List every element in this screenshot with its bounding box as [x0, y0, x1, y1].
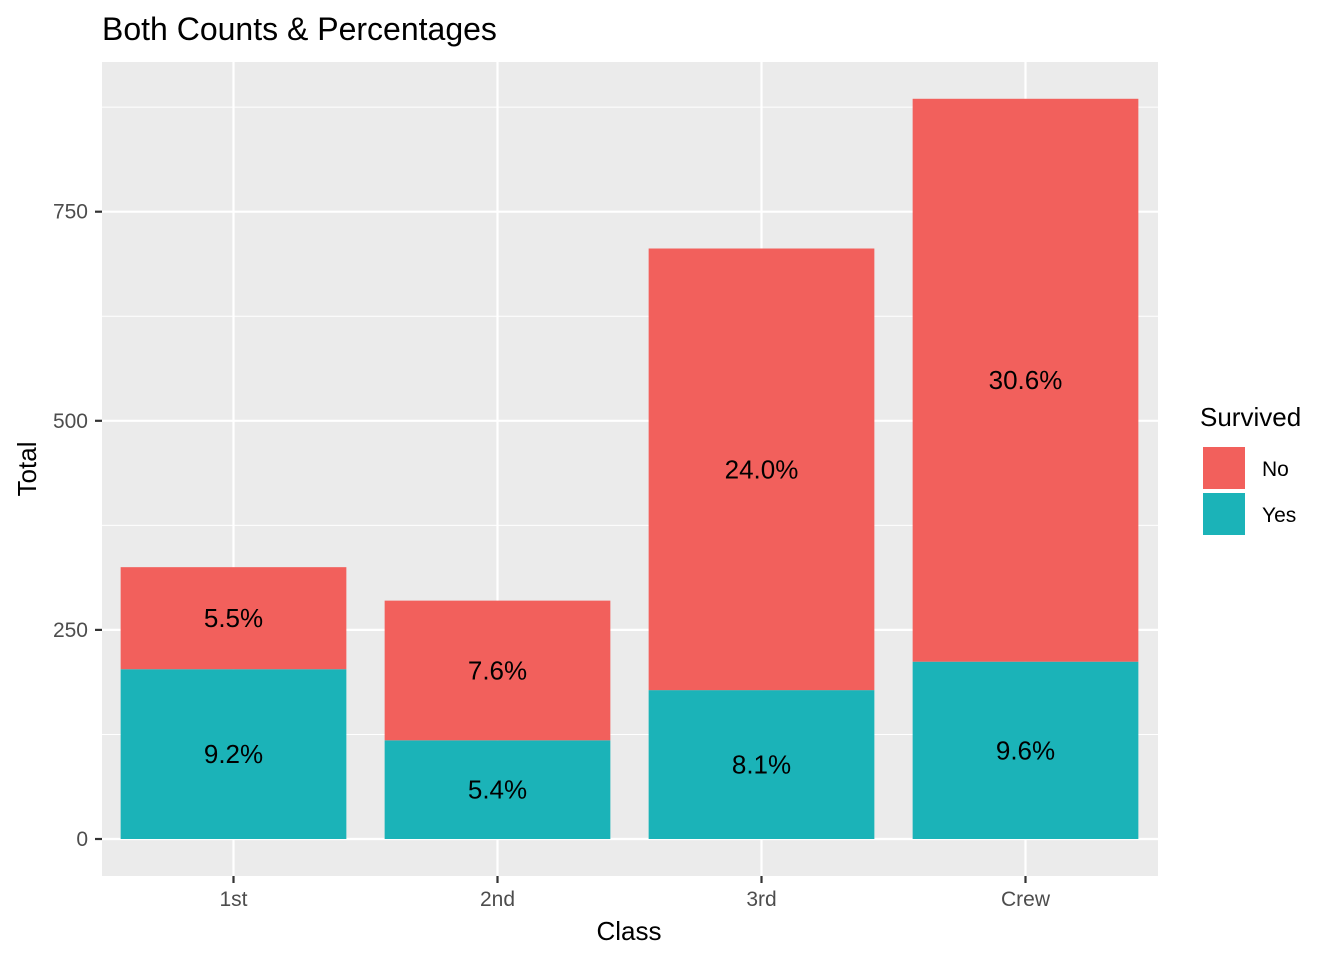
- bar-yes-2nd: [384, 740, 611, 839]
- bar-labels: 9.2% 5.4% 8.1% 9.6% 5.5% 7.6% 24.0% 30.6%: [204, 365, 1063, 804]
- bar-label-yes-1st: 9.2%: [204, 739, 263, 769]
- legend-label-yes: Yes: [1262, 504, 1296, 527]
- x-axis: 1st 2nd 3rd Crew: [219, 876, 1051, 911]
- x-tick-label: Crew: [1001, 888, 1051, 911]
- legend-key-no: [1201, 445, 1247, 491]
- bar-label-yes-3rd: 8.1%: [732, 750, 791, 780]
- y-tick-label: 750: [53, 201, 88, 224]
- x-axis-title: Class: [596, 916, 661, 946]
- y-axis: 0 250 500 750: [53, 201, 102, 851]
- bar-label-no-2nd: 7.6%: [468, 655, 527, 685]
- x-tick-label: 3rd: [746, 888, 776, 911]
- bar-no-2nd: [384, 600, 611, 741]
- bar-no-1st: [120, 567, 347, 670]
- legend-title: Survived: [1200, 402, 1301, 432]
- bar-yes-crew: [912, 661, 1139, 839]
- bar-label-no-crew: 30.6%: [989, 365, 1063, 395]
- legend-key-yes: [1201, 491, 1247, 537]
- bar-label-no-3rd: 24.0%: [725, 454, 799, 484]
- bar-yes-1st: [120, 669, 347, 839]
- bars: [120, 98, 1139, 839]
- legend: Survived No Yes: [1200, 402, 1301, 537]
- bar-label-yes-2nd: 5.4%: [468, 775, 527, 805]
- y-tick-label: 0: [76, 828, 88, 851]
- bar-no-crew: [912, 98, 1139, 662]
- x-tick-label: 2nd: [480, 888, 515, 911]
- y-tick-label: 500: [53, 410, 88, 433]
- bar-label-yes-crew: 9.6%: [996, 735, 1055, 765]
- legend-label-no: No: [1262, 458, 1289, 481]
- bar-label-no-1st: 5.5%: [204, 603, 263, 633]
- y-tick-label: 250: [53, 619, 88, 642]
- bar-yes-3rd: [648, 690, 875, 839]
- y-axis-title: Total: [12, 442, 42, 497]
- chart-title: Both Counts & Percentages: [102, 11, 497, 47]
- x-tick-label: 1st: [219, 888, 247, 911]
- bar-no-3rd: [648, 248, 875, 691]
